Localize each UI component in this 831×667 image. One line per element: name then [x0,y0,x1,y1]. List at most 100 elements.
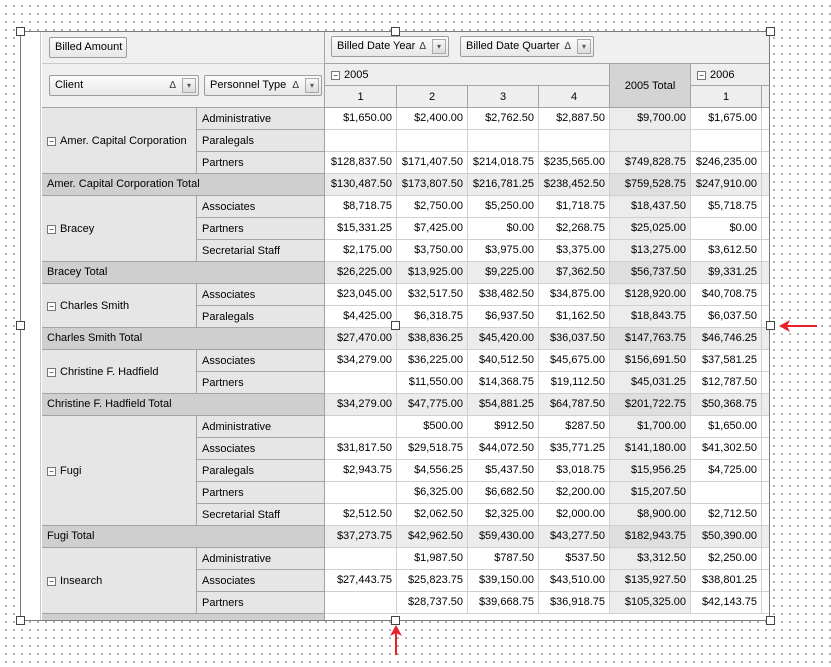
row-header-personnel-type[interactable]: Associates [197,350,325,372]
data-cell[interactable]: $141,180.00 [610,438,691,460]
data-cell[interactable]: $2,268.75 [539,218,610,240]
data-cell[interactable]: $2,943.75 [325,460,397,482]
data-cell-total[interactable]: $50,390.00 [691,526,762,548]
data-cell[interactable]: $43,510.00 [539,570,610,592]
data-cell[interactable]: $1,162.50 [539,306,610,328]
data-cell[interactable]: $6,037.50 [691,306,762,328]
data-cell[interactable]: $32,517.50 [397,284,468,306]
data-cell[interactable]: $2,712.50 [691,504,762,526]
filter-dropdown-icon[interactable]: ▾ [305,78,319,93]
row-header-personnel-type[interactable]: Associates [197,438,325,460]
data-cell[interactable]: $6,318.75 [397,306,468,328]
data-cell[interactable]: $39,150.00 [468,570,539,592]
data-cell[interactable]: $1,650.00 [691,416,762,438]
data-cell[interactable]: $3,612.50 [691,240,762,262]
data-cell[interactable]: $105,325.00 [610,592,691,614]
data-cell[interactable]: $40,512.50 [468,350,539,372]
data-cell[interactable]: $6,937.50 [468,306,539,328]
row-header-personnel-type[interactable]: Associates [197,196,325,218]
data-cell[interactable]: $1,675.00 [691,108,762,130]
data-cell[interactable]: $2,000.00 [539,504,610,526]
column-header-quarter[interactable]: 2 [397,86,468,108]
row-header-client-total[interactable]: Amer. Capital Corporation Total [42,174,325,196]
data-field-billed-amount[interactable]: Billed Amount [49,37,127,58]
collapse-icon[interactable]: − [47,301,56,311]
data-cell[interactable]: $7,425.00 [397,218,468,240]
pivot-grid-control[interactable]: Billed Amount Billed Date Year Δ ▾ Billed Da… [20,31,770,621]
data-cell[interactable] [691,130,762,152]
data-cell[interactable]: $2,200.00 [539,482,610,504]
data-cell[interactable]: $135,927.50 [610,570,691,592]
data-cell[interactable]: $38,801.25 [691,570,762,592]
data-cell-total[interactable]: $64,787.50 [539,394,610,416]
row-header-personnel-type[interactable]: Administrative [197,416,325,438]
data-cell[interactable]: $42,143.75 [691,592,762,614]
data-cell[interactable]: $15,956.25 [610,460,691,482]
data-cell-total[interactable]: $216,781.25 [468,174,539,196]
data-cell[interactable]: $128,920.00 [610,284,691,306]
data-cell[interactable]: $19,112.50 [539,372,610,394]
data-cell[interactable]: $9,700.00 [610,108,691,130]
data-cell-total[interactable]: $37,273.75 [325,526,397,548]
data-cell[interactable]: $156,691.50 [610,350,691,372]
column-header-year-total[interactable]: 2005 Total [610,64,691,108]
data-cell[interactable]: $6,682.50 [468,482,539,504]
column-header-year-2005[interactable]: −2005 [325,64,610,86]
column-header-quarter[interactable]: 1 [325,86,397,108]
row-header-personnel-type[interactable]: Administrative [197,548,325,570]
data-cell[interactable]: $1,700.00 [610,416,691,438]
column-header-quarter[interactable]: 1 [691,86,762,108]
row-header-personnel-type[interactable]: Associates [197,570,325,592]
data-cell[interactable]: $4,556.25 [397,460,468,482]
filter-dropdown-icon[interactable]: ▾ [182,78,196,93]
data-cell[interactable]: $4,425.00 [325,306,397,328]
data-cell-total[interactable]: $46,746.25 [691,328,762,350]
data-cell[interactable]: $12,787.50 [691,372,762,394]
row-header-personnel-type[interactable]: Paralegals [197,306,325,328]
data-cell[interactable]: $13,275.00 [610,240,691,262]
data-cell[interactable]: $287.50 [539,416,610,438]
row-header-client[interactable]: − Charles Smith [42,284,197,328]
data-cell-total[interactable]: $201,722.75 [610,394,691,416]
data-cell-total[interactable]: $56,737.50 [610,262,691,284]
data-cell[interactable]: $31,817.50 [325,438,397,460]
data-cell[interactable]: $8,900.00 [610,504,691,526]
data-cell[interactable] [397,130,468,152]
column-header-quarter[interactable]: 3 [468,86,539,108]
column-header-quarter[interactable]: 4 [539,86,610,108]
column-header-year-2006[interactable]: −2006 [691,64,769,86]
row-header-client[interactable]: − Insearch [42,548,197,614]
data-cell[interactable]: $15,207.50 [610,482,691,504]
resize-handle-top-center[interactable] [391,27,400,36]
resize-handle-center[interactable] [391,321,400,330]
data-cell[interactable]: $18,843.75 [610,306,691,328]
row-header-client-total[interactable]: Christine F. Hadfield Total [42,394,325,416]
data-cell[interactable]: $171,407.50 [397,152,468,174]
data-cell[interactable]: $5,437.50 [468,460,539,482]
data-cell[interactable]: $45,031.25 [610,372,691,394]
data-cell[interactable]: $2,250.00 [691,548,762,570]
data-cell[interactable]: $787.50 [468,548,539,570]
row-header-client-total[interactable]: Charles Smith Total [42,328,325,350]
data-cell[interactable]: $36,225.00 [397,350,468,372]
resize-handle-bottom-right[interactable] [766,616,775,625]
row-header-client[interactable]: − Fugi [42,416,197,526]
data-cell[interactable]: $1,987.50 [397,548,468,570]
data-cell-total[interactable]: $247,910.00 [691,174,762,196]
data-cell[interactable]: $23,045.00 [325,284,397,306]
data-cell[interactable]: $5,250.00 [468,196,539,218]
data-cell[interactable] [468,130,539,152]
row-header-personnel-type[interactable]: Paralegals [197,130,325,152]
filter-dropdown-icon[interactable]: ▾ [577,39,591,54]
data-cell-total[interactable]: $759,528.75 [610,174,691,196]
data-cell-total[interactable]: $147,763.75 [610,328,691,350]
resize-handle-bottom-left[interactable] [16,616,25,625]
collapse-icon[interactable]: − [47,224,56,234]
data-cell[interactable]: $246,235.00 [691,152,762,174]
data-cell[interactable] [325,130,397,152]
data-cell-total[interactable]: $130,487.50 [325,174,397,196]
row-header-client[interactable]: − Amer. Capital Corporation [42,108,197,174]
data-cell-total[interactable]: $47,775.00 [397,394,468,416]
collapse-icon[interactable]: − [331,70,340,80]
data-cell-total[interactable]: $7,362.50 [539,262,610,284]
